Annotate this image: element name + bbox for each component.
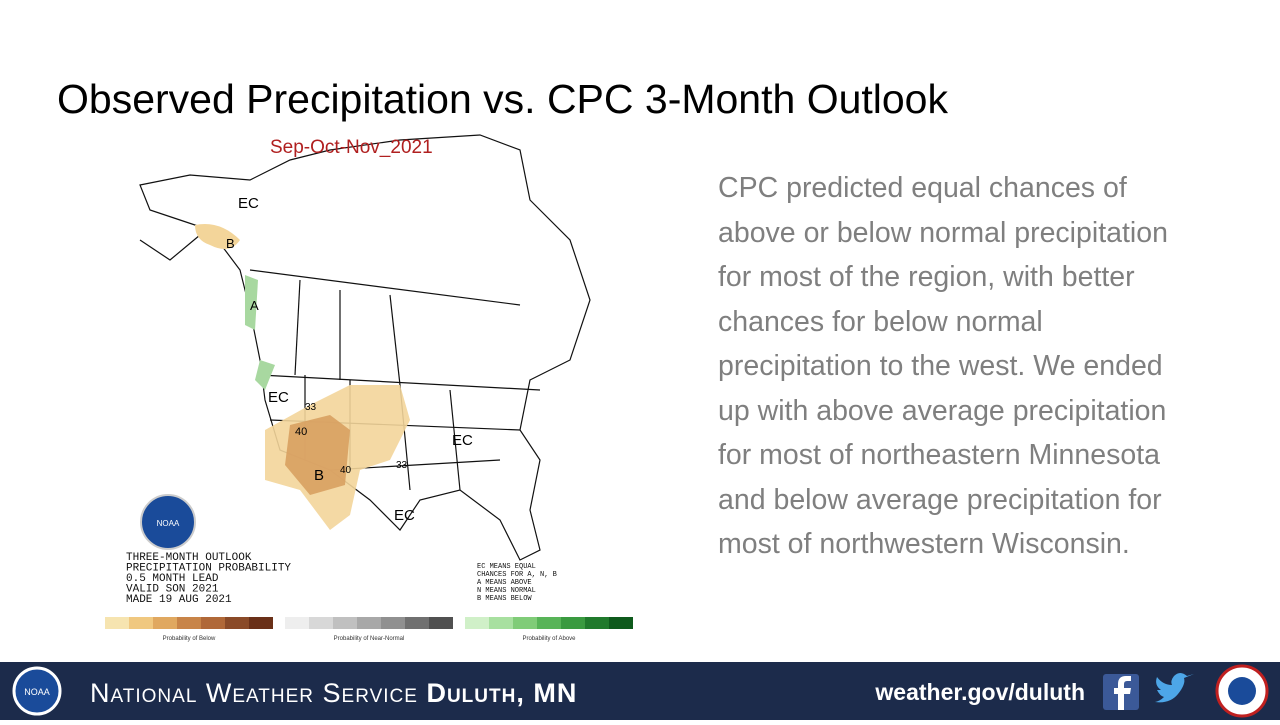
map-label: EC — [452, 432, 473, 449]
body-line: precipitation to the west. We ended — [718, 350, 1163, 382]
scale-swatch — [429, 617, 453, 629]
map-label: B — [226, 236, 235, 251]
key-line: B MEANS BELOW — [477, 595, 532, 603]
scale-swatch — [129, 617, 153, 629]
scale-swatch — [489, 617, 513, 629]
map-label: EC — [268, 389, 289, 406]
map-title: Sep-Oct-Nov_2021 — [270, 137, 433, 158]
body-text: CPC predicted equal chances of above or b… — [718, 166, 1238, 567]
facebook-f — [1114, 676, 1131, 710]
scale-swatch — [105, 617, 129, 629]
body-line: for most of northeastern Minnesota — [718, 439, 1160, 471]
scale-swatch — [357, 617, 381, 629]
scale-swatch — [249, 617, 273, 629]
slide-title: Observed Precipitation vs. CPC 3-Month O… — [57, 76, 948, 122]
info-line: MADE 19 AUG 2021 — [126, 594, 232, 606]
office-name: Duluth, MN — [426, 678, 577, 708]
noaa-logo — [140, 494, 196, 550]
scale-swatch — [153, 617, 177, 629]
scale-swatch — [225, 617, 249, 629]
body-line: for most of the region, with better — [718, 261, 1135, 293]
scale-caption: Probability of Above — [522, 636, 576, 642]
map-label: 33 — [305, 402, 317, 413]
body-line: above or below normal precipitation — [718, 216, 1168, 249]
scale-caption: Probability of Near-Normal — [334, 636, 405, 642]
scale-swatch — [561, 617, 585, 629]
agency-text: National Weather Service — [90, 678, 418, 708]
scale-caption: Probability of Below — [163, 636, 216, 642]
scale-swatch — [537, 617, 561, 629]
footer-graphics: NOAA National Weather Service Duluth, MN… — [12, 664, 1269, 718]
nws-logo-center — [1228, 677, 1256, 705]
key-line: A MEANS ABOVE — [477, 579, 532, 587]
scale-swatch — [285, 617, 309, 629]
body-line: chances for below normal — [718, 305, 1043, 338]
below-area — [285, 415, 350, 495]
body-line: up with above average precipitation — [718, 394, 1167, 427]
outlook-map: Sep-Oct-Nov_2021 EC B A EC 40 33 B 40 33… — [100, 130, 645, 642]
noaa-logo-text: NOAA — [157, 519, 180, 528]
key-line: N MEANS NORMAL — [477, 587, 536, 595]
key-line: CHANCES FOR A, N, B — [477, 571, 557, 579]
scale-swatch — [381, 617, 405, 629]
body-line: most of northwestern Wisconsin. — [718, 528, 1130, 560]
twitter-icon[interactable] — [1155, 673, 1194, 703]
above-area — [255, 360, 275, 390]
info-line: VALID SON 2021 — [126, 584, 219, 596]
scale-swatch — [585, 617, 609, 629]
scale-swatch — [465, 617, 489, 629]
noaa-logo-text: NOAA — [24, 687, 50, 697]
scale-swatch — [309, 617, 333, 629]
map-label: EC — [394, 507, 415, 524]
map-label: 33 — [396, 460, 408, 471]
body-line: CPC predicted equal chances of — [718, 172, 1127, 204]
map-label: 40 — [295, 426, 307, 438]
scale-swatch — [201, 617, 225, 629]
info-line: 0.5 MONTH LEAD — [126, 573, 219, 585]
map-label: B — [314, 467, 324, 484]
footer-bar: NOAA National Weather Service Duluth, MN… — [0, 662, 1280, 720]
info-line: PRECIPITATION PROBABILITY — [126, 563, 291, 575]
info-line: THREE-MONTH OUTLOOK — [126, 552, 252, 564]
map-label: 40 — [340, 465, 352, 476]
scale-swatch — [609, 617, 633, 629]
scale-swatch — [177, 617, 201, 629]
scale-swatch — [333, 617, 357, 629]
map-label: A — [250, 298, 259, 313]
scale-swatch — [513, 617, 537, 629]
noaa-logo — [12, 666, 62, 716]
body-line: and below average precipitation for — [718, 483, 1162, 516]
key-line: EC MEANS EQUAL — [477, 563, 536, 571]
scale-swatch — [405, 617, 429, 629]
map-label: EC — [238, 195, 259, 212]
below-area — [195, 224, 240, 249]
agency-name: National Weather Service Duluth, MN — [90, 678, 577, 708]
above-area — [245, 275, 258, 330]
color-scale: Probability of Below Probability of Near-… — [105, 617, 633, 642]
website-url: weather.gov/duluth — [874, 679, 1085, 705]
